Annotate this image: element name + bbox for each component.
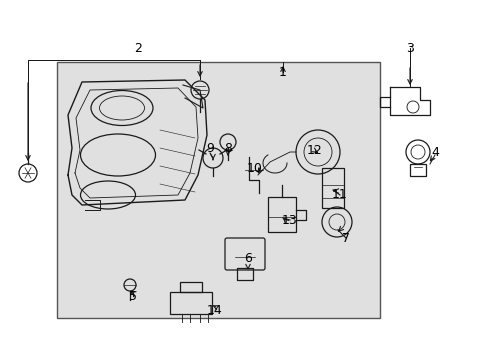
- Bar: [267, 197, 295, 232]
- Text: 9: 9: [205, 141, 214, 154]
- Bar: [409, 164, 425, 176]
- Text: 12: 12: [306, 144, 322, 157]
- Text: 6: 6: [244, 252, 251, 265]
- Bar: [321, 168, 343, 208]
- Bar: [180, 282, 202, 292]
- Text: 11: 11: [331, 189, 347, 202]
- Text: 10: 10: [246, 162, 263, 175]
- Text: 2: 2: [134, 41, 142, 54]
- Text: 8: 8: [224, 141, 231, 154]
- Text: 4: 4: [430, 145, 438, 158]
- Bar: [57, 62, 379, 318]
- Text: 5: 5: [129, 289, 137, 302]
- Bar: [170, 292, 212, 314]
- Text: 14: 14: [207, 303, 223, 316]
- Text: 1: 1: [279, 66, 286, 78]
- Text: 7: 7: [341, 231, 349, 244]
- Text: 3: 3: [405, 41, 413, 54]
- Text: 13: 13: [282, 213, 297, 226]
